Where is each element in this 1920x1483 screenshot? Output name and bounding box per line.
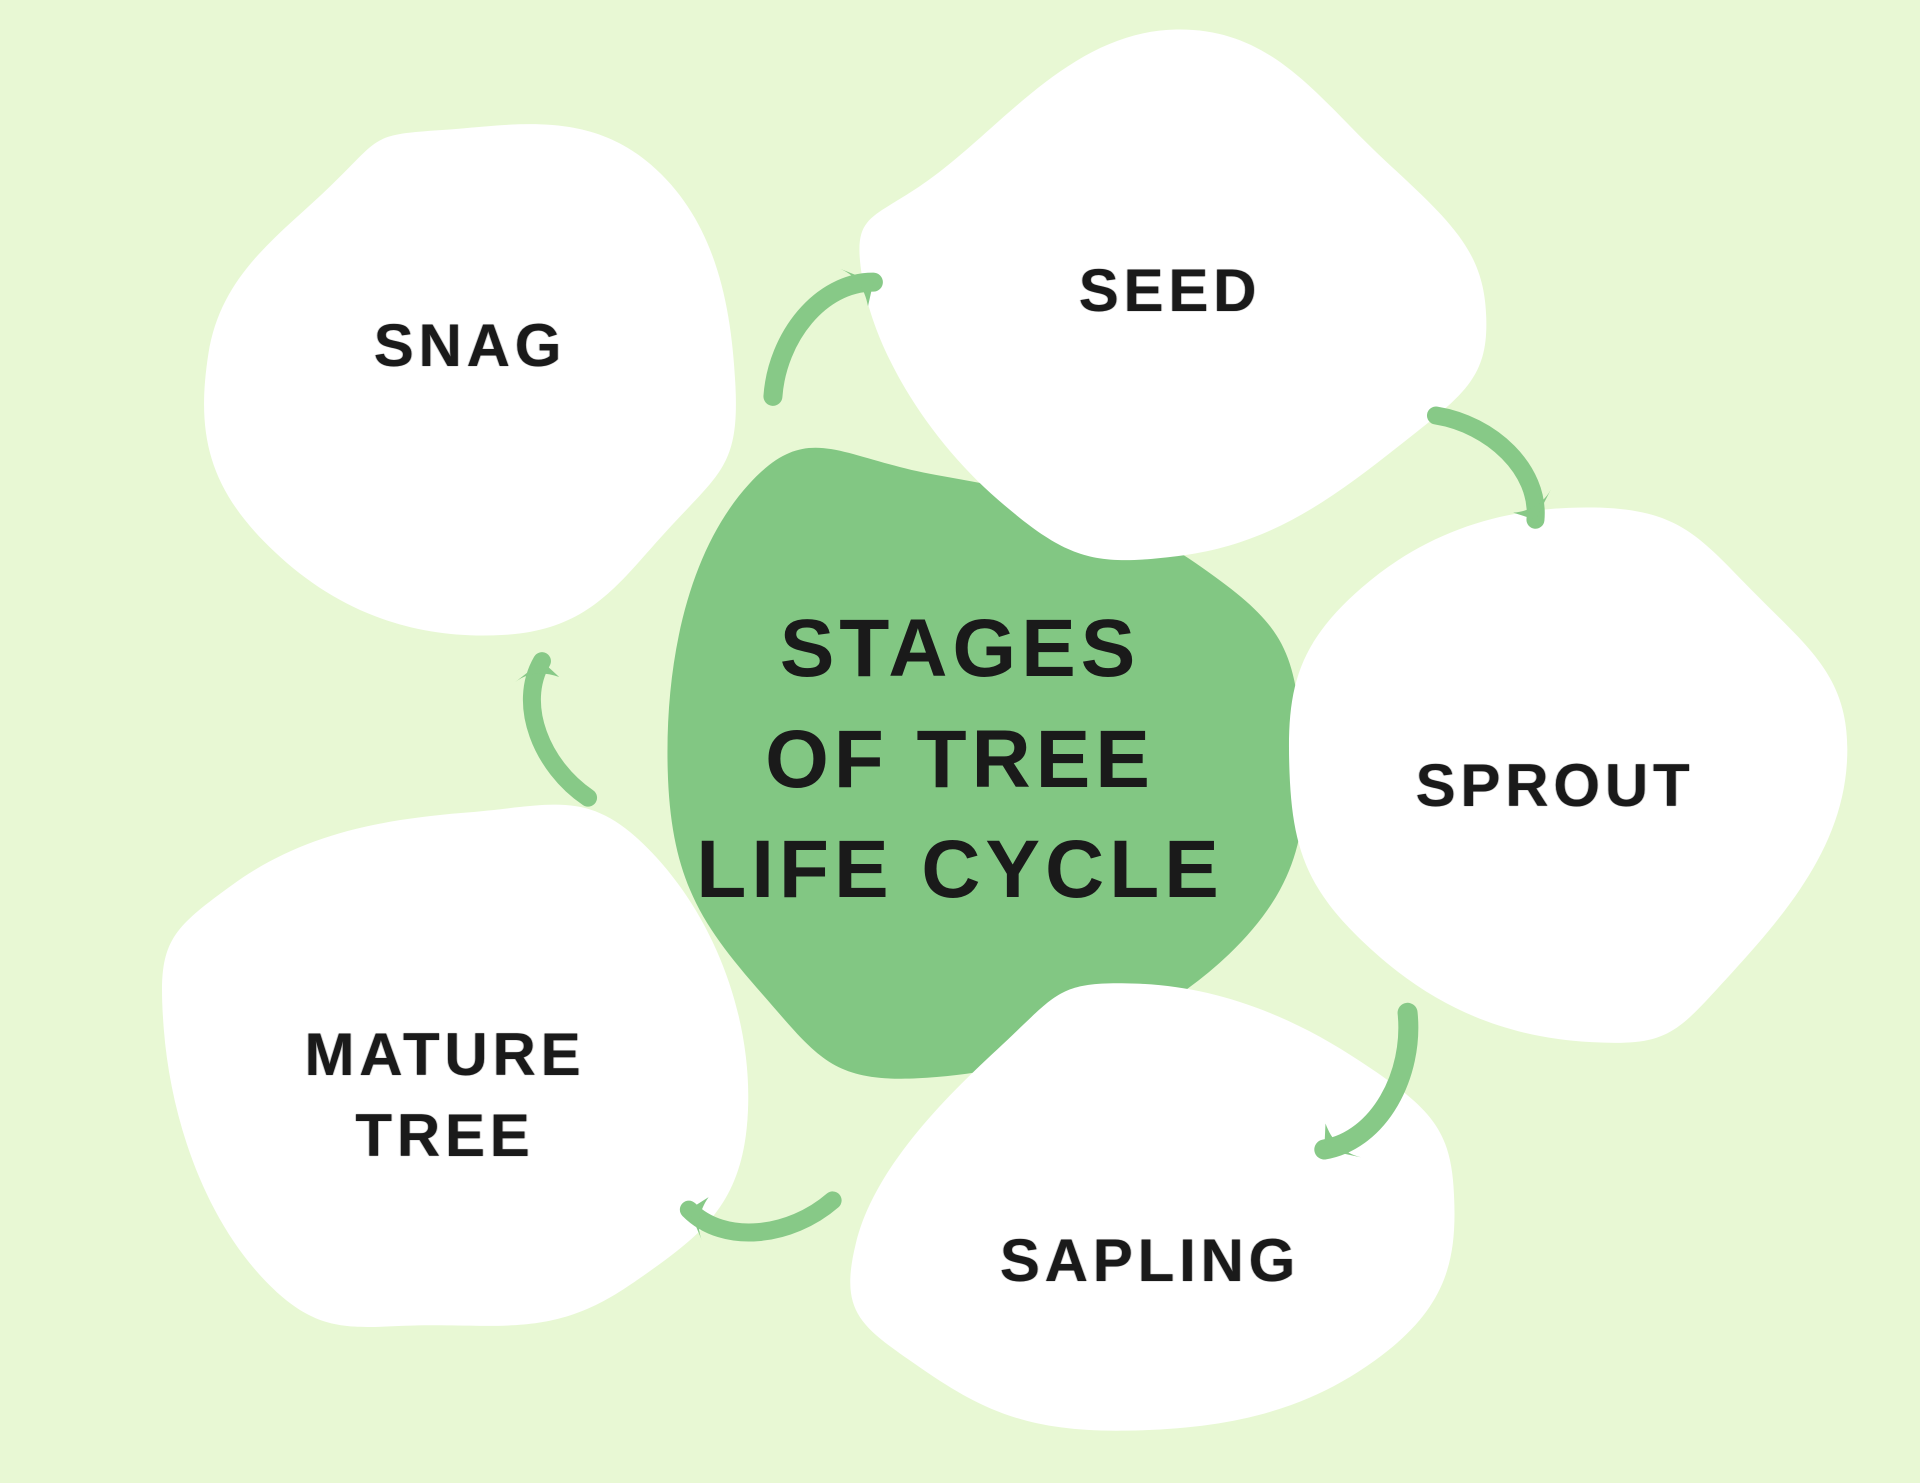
center-title: STAGES OF TREE LIFE CYCLE <box>560 594 1360 926</box>
stage-label-seed: SEED <box>870 250 1470 331</box>
stage-label-snag: SNAG <box>170 305 770 386</box>
stage-label-sprout: SPROUT <box>1255 745 1855 826</box>
stage-label-mature-tree: MATURE TREE <box>145 1014 745 1176</box>
stage-label-sapling: SAPLING <box>850 1220 1450 1301</box>
tree-life-cycle-diagram: STAGES OF TREE LIFE CYCLE SEED SPROUT SA… <box>0 0 1920 1483</box>
